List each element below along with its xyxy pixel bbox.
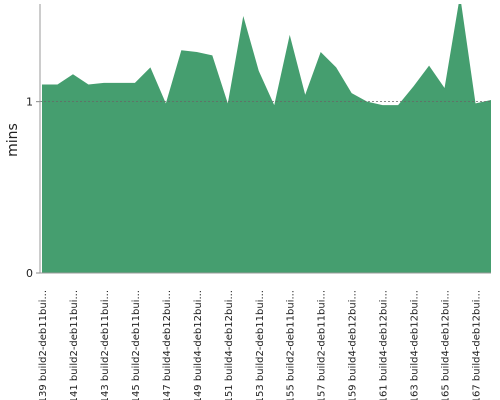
area: [42, 4, 491, 273]
x-tick-label: #153 build2-deb11bui...: [255, 290, 266, 400]
x-tick-label: #147 build4-deb12bui...: [162, 290, 173, 400]
x-tick-label: #139 build2-deb11bui...: [38, 290, 49, 400]
plot-area: [42, 4, 491, 273]
y-tick-label: 0: [26, 267, 33, 280]
x-tick-label: #161 build4-deb12bui...: [379, 290, 390, 400]
x-tick-label: #155 build2-deb11bui...: [286, 290, 297, 400]
x-tick-label: #143 build2-deb11bui...: [100, 290, 111, 400]
y-axis-label: mins: [5, 123, 21, 157]
x-tick-label: #149 build4-deb12bui...: [193, 290, 204, 400]
x-tick-label: #157 build2-deb11bui...: [317, 290, 328, 400]
x-tick-label: #141 build2-deb11bui...: [69, 290, 80, 400]
x-tick-label: #145 build2-deb11bui...: [131, 290, 142, 400]
x-tick-label: #165 build4-deb12bui...: [441, 290, 452, 400]
x-tick-label: #151 build4-deb12bui...: [224, 290, 235, 400]
x-tick-label: #159 build4-deb12bui...: [348, 290, 359, 400]
y-tick-label: 1: [26, 96, 33, 109]
x-tick-label: #167 build4-deb12bui...: [472, 290, 483, 400]
x-tick-label: #163 build4-deb12bui...: [410, 290, 421, 400]
